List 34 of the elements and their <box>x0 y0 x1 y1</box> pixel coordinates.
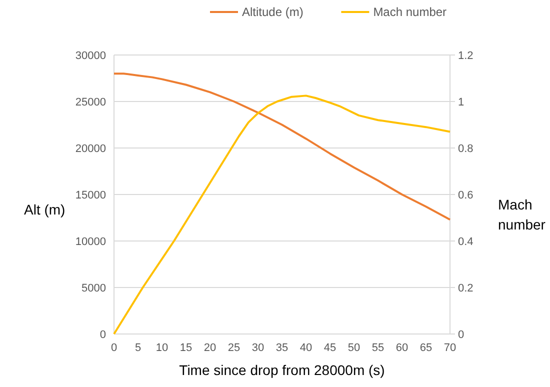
x-tick-label: 50 <box>348 342 360 354</box>
y-tick-label: 25000 <box>75 96 106 108</box>
x-tick-label: 55 <box>372 342 384 354</box>
y-tick-label: 30000 <box>75 50 106 62</box>
y2-tick-label: 1.2 <box>458 50 474 62</box>
y2-axis-title: Mach number <box>498 196 546 232</box>
x-axis-title: Time since drop from 28000m (s) <box>179 362 385 378</box>
y2-tick-label: 1 <box>458 96 464 108</box>
y2-tick-label: 0.2 <box>458 282 474 294</box>
y-tick-label: 10000 <box>75 236 106 248</box>
x-tick-label: 70 <box>444 342 456 354</box>
y2-tick-label: 0.8 <box>458 143 474 155</box>
x-tick-label: 60 <box>396 342 408 354</box>
y2-tick-label: 0.6 <box>458 190 474 202</box>
y-tick-label: 0 <box>100 329 106 341</box>
legend-label: Mach number <box>373 5 447 19</box>
y-axis-title: Alt (m) <box>24 202 66 218</box>
x-tick-label: 5 <box>134 342 142 354</box>
x-tick-label: 65 <box>420 342 432 354</box>
x-tick-label: 15 <box>180 342 192 354</box>
y-tick-label: 15000 <box>75 190 106 202</box>
y2-tick-label: 0 <box>458 329 464 341</box>
x-tick-label: 0 <box>110 342 118 354</box>
x-tick-label: 30 <box>252 342 264 354</box>
y-tick-label: 5000 <box>82 282 106 294</box>
x-tick-label: 35 <box>276 342 288 354</box>
x-tick-label: 45 <box>324 342 336 354</box>
x-tick-label: 20 <box>204 342 216 354</box>
x-tick-label: 40 <box>300 342 312 354</box>
x-tick-label: 10 <box>156 342 168 354</box>
y2-tick-label: 0.4 <box>458 236 474 248</box>
x-tick-label: 25 <box>228 342 240 354</box>
y-tick-label: 20000 <box>75 143 106 155</box>
legend-label: Altitude (m) <box>242 5 304 19</box>
